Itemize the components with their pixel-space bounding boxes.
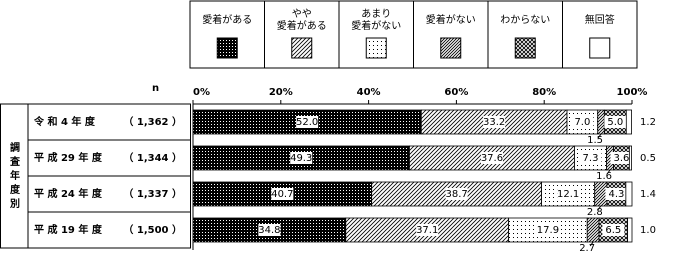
n-value: （ 1,344 ） <box>123 151 182 164</box>
value-label: 33.2 <box>483 117 505 128</box>
value-label: 2.7 <box>579 243 595 254</box>
category-label: 平 成 24 年 度 <box>34 187 103 200</box>
value-label-bg <box>610 152 633 164</box>
leader-line <box>597 133 602 139</box>
value-label: 1.5 <box>587 135 603 146</box>
category-label: 令 和 4 年 度 <box>33 115 96 128</box>
bar-segment <box>627 217 633 243</box>
legend-label: あまり愛着がない <box>351 8 401 32</box>
value-label: 1.4 <box>640 189 656 200</box>
value-label: 38.7 <box>445 189 467 200</box>
legend-label: 愛着がある <box>202 13 252 26</box>
value-label: 0.5 <box>640 153 656 164</box>
value-label: 5.0 <box>607 117 623 128</box>
bar-segment <box>409 145 575 171</box>
bar-segment <box>594 181 608 207</box>
value-label: 1.0 <box>640 225 656 236</box>
n-value: （ 1,500 ） <box>123 223 182 236</box>
value-label: 17.9 <box>537 225 559 236</box>
legend-label: 愛着がない <box>426 13 476 26</box>
category-label: 平 成 29 年 度 <box>34 151 103 164</box>
legend-swatch <box>440 37 462 59</box>
value-label: 12.1 <box>557 189 579 200</box>
leader-line <box>589 241 594 247</box>
value-label: 34.8 <box>258 225 280 236</box>
value-label-bg <box>604 116 627 128</box>
value-label: 2.8 <box>587 207 603 218</box>
legend-label: やや愛着がある <box>277 8 327 32</box>
value-label: 7.3 <box>583 153 599 164</box>
legend-swatch <box>216 37 238 59</box>
value-label-bg <box>480 152 503 164</box>
legend-swatch <box>589 37 611 59</box>
bar-segment <box>345 217 510 243</box>
legend-swatch <box>365 37 387 59</box>
value-label-bg <box>536 224 559 236</box>
value-label-bg <box>579 152 602 164</box>
bar-segment <box>597 109 605 135</box>
value-label-bg <box>296 116 319 128</box>
value-label: 37.1 <box>416 225 438 236</box>
legend-label: わからない <box>500 14 550 26</box>
category-label: 平 成 19 年 度 <box>34 223 103 236</box>
x-tick-label: 40% <box>357 87 381 98</box>
value-label-bg <box>416 224 439 236</box>
row-header-frame <box>0 103 191 249</box>
legend-swatch <box>514 37 536 59</box>
value-label-bg <box>557 188 580 200</box>
value-label-bg <box>483 116 506 128</box>
value-label-bg <box>290 152 313 164</box>
leader-line <box>597 205 602 211</box>
value-label: 6.5 <box>605 225 621 236</box>
x-tick-label: 60% <box>444 87 468 98</box>
value-label: 40.7 <box>271 189 293 200</box>
value-label: 52.0 <box>296 117 318 128</box>
x-tick-label: 0% <box>193 87 210 98</box>
legend-label: 無回答 <box>585 13 615 26</box>
value-label: 7.0 <box>574 117 590 128</box>
value-label: 1.2 <box>640 117 656 128</box>
value-label-bg <box>571 116 594 128</box>
legend-swatch <box>291 37 313 59</box>
value-label-bg <box>445 188 468 200</box>
y-title: 調査年度別 <box>9 141 21 210</box>
n-value: （ 1,362 ） <box>123 115 182 128</box>
n-value: （ 1,337 ） <box>123 187 182 200</box>
bar-segment <box>625 181 633 207</box>
value-label-bg <box>602 224 625 236</box>
value-label: 3.6 <box>614 153 630 164</box>
x-tick-label: 80% <box>532 87 556 98</box>
value-label: 49.3 <box>290 153 312 164</box>
value-label-bg <box>271 188 294 200</box>
bar-segment <box>625 109 632 135</box>
x-tick-label: 20% <box>269 87 293 98</box>
bar-segment <box>586 217 600 243</box>
n-label: n <box>152 83 159 94</box>
value-label: 37.6 <box>481 153 503 164</box>
value-label-bg <box>258 224 281 236</box>
bar-segment <box>628 145 632 171</box>
value-label: 4.3 <box>608 189 624 200</box>
value-label: 1.6 <box>596 171 612 182</box>
leader-line <box>606 169 611 175</box>
x-tick-label: 100% <box>617 87 648 98</box>
value-label-bg <box>605 188 628 200</box>
